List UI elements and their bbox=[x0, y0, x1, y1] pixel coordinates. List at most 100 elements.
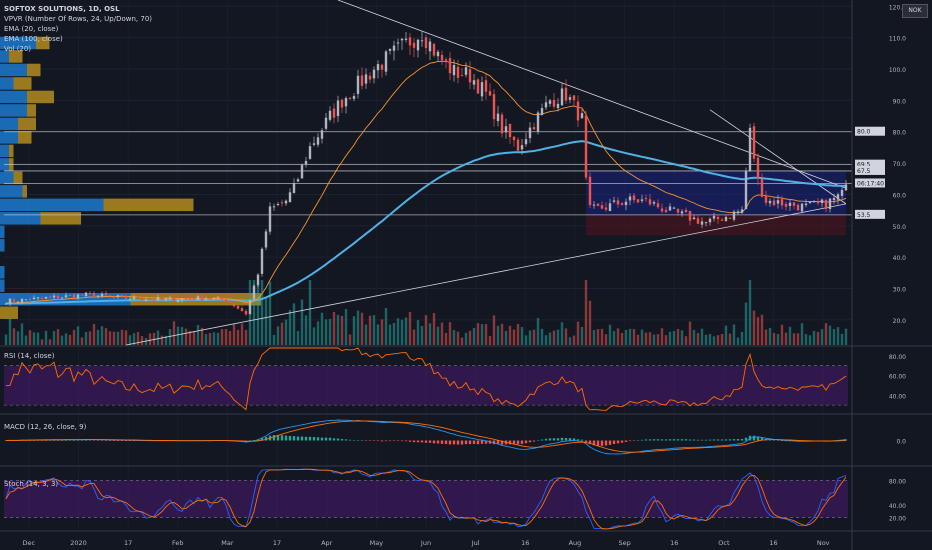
macd-histogram-bar bbox=[584, 440, 588, 442]
macd-histogram-bar bbox=[528, 440, 532, 443]
candle-body bbox=[764, 196, 768, 203]
macd-histogram-bar bbox=[248, 440, 252, 441]
volume-bar bbox=[40, 339, 44, 345]
volume-bar bbox=[232, 324, 236, 345]
candle-body bbox=[364, 74, 368, 84]
macd-histogram-bar bbox=[736, 439, 740, 441]
volume-bar bbox=[416, 320, 420, 345]
candle-body bbox=[476, 79, 480, 94]
macd-histogram-bar bbox=[400, 440, 404, 442]
volume-bar bbox=[68, 334, 72, 345]
macd-label[interactable]: MACD (12, 26, close, 9) bbox=[4, 423, 87, 431]
volume-bar bbox=[788, 326, 792, 345]
candle-body bbox=[348, 97, 352, 99]
volume-bar bbox=[492, 315, 496, 345]
volume-bar bbox=[212, 332, 216, 345]
candle-body bbox=[648, 199, 652, 205]
volume-bar bbox=[348, 334, 352, 345]
range-boxes bbox=[586, 170, 846, 236]
macd-histogram-bar bbox=[448, 440, 452, 445]
candle-body bbox=[244, 310, 248, 315]
volume-bar bbox=[680, 330, 684, 345]
candle-body bbox=[60, 297, 64, 299]
candle-body bbox=[668, 206, 672, 211]
volume-bar bbox=[684, 336, 688, 345]
trend-line-up bbox=[125, 203, 847, 346]
legend-ema100[interactable]: EMA (100, close) bbox=[4, 35, 63, 43]
level-tag-label: 06:17:40 bbox=[857, 180, 884, 187]
macd-histogram-bar bbox=[776, 440, 780, 441]
macd-histogram-bar bbox=[412, 440, 416, 443]
volume-bar bbox=[656, 334, 660, 345]
legend-vpvr[interactable]: VPVR (Number Of Rows, 24, Up/Down, 70) bbox=[4, 15, 153, 23]
volume-bar bbox=[72, 329, 76, 345]
volume-bar bbox=[792, 333, 796, 345]
macd-histogram-bar bbox=[572, 438, 576, 441]
level-tag-label: 67.5 bbox=[857, 168, 871, 175]
candle-body bbox=[620, 203, 624, 205]
volume-bar bbox=[776, 333, 780, 345]
volume-bar bbox=[652, 334, 656, 345]
candle-body bbox=[832, 198, 836, 201]
macd-histogram-bar bbox=[652, 439, 656, 441]
macd-histogram-bar bbox=[744, 437, 748, 441]
macd-histogram-bar bbox=[756, 436, 760, 441]
volume-bar bbox=[728, 333, 732, 345]
vpvr-up-bar bbox=[0, 104, 27, 117]
candle-body bbox=[740, 209, 744, 213]
macd-histogram-bar bbox=[324, 437, 328, 441]
candle-body bbox=[104, 293, 108, 296]
candle-body bbox=[236, 306, 240, 309]
x-tick-label: 16 bbox=[670, 539, 678, 547]
volume-bar bbox=[60, 335, 64, 345]
candle-body bbox=[140, 299, 144, 301]
macd-histogram-bar bbox=[728, 439, 732, 441]
candle-body bbox=[380, 64, 384, 70]
candle-body bbox=[188, 298, 192, 300]
volume-bar bbox=[424, 315, 428, 345]
macd-histogram-bar bbox=[556, 438, 560, 441]
volume-bar bbox=[544, 335, 548, 345]
vpvr-up-bar bbox=[0, 185, 23, 198]
macd-histogram-bar bbox=[72, 440, 76, 441]
volume-bar bbox=[676, 328, 680, 345]
volume-bar bbox=[504, 330, 508, 345]
volume-bar bbox=[740, 331, 744, 345]
candle-body bbox=[584, 115, 588, 178]
candle-body bbox=[216, 296, 220, 298]
volume-bar bbox=[64, 333, 68, 345]
volume-bar bbox=[784, 332, 788, 345]
candle-body bbox=[496, 113, 500, 122]
legend-ema20[interactable]: EMA (20, close) bbox=[4, 25, 59, 33]
candle-body bbox=[488, 91, 492, 96]
volume-bar bbox=[476, 323, 480, 345]
volume-bar bbox=[564, 328, 568, 345]
volume-bar bbox=[800, 323, 804, 345]
legend-vol[interactable]: Vol (20) bbox=[4, 45, 32, 53]
candle-body bbox=[516, 139, 520, 151]
stoch-label[interactable]: Stoch (14, 3, 3) bbox=[4, 480, 59, 488]
volume-bar bbox=[528, 330, 532, 345]
volume-bar bbox=[480, 324, 484, 345]
macd-histogram-bar bbox=[428, 440, 432, 443]
volume-bar bbox=[508, 325, 512, 345]
candle-body bbox=[4, 303, 8, 305]
candle-body bbox=[164, 298, 168, 300]
volume-bar bbox=[472, 327, 476, 345]
macd-histogram-bar bbox=[664, 439, 668, 441]
volume-bar bbox=[556, 329, 560, 345]
x-tick-label: Apr bbox=[321, 539, 333, 547]
candle-body bbox=[520, 145, 524, 150]
rsi-label[interactable]: RSI (14, close) bbox=[4, 352, 55, 360]
volume-bar bbox=[540, 328, 544, 345]
candle-body bbox=[720, 219, 724, 221]
volume-bar bbox=[148, 333, 152, 345]
candle-body bbox=[692, 217, 696, 220]
y-tick-label: 60.0 bbox=[893, 192, 907, 199]
candle-body bbox=[808, 201, 812, 203]
vpvr-up-bar bbox=[0, 239, 5, 252]
x-tick-label: Feb bbox=[172, 539, 184, 547]
volume-bar bbox=[280, 322, 284, 345]
volume-bar bbox=[804, 334, 808, 345]
